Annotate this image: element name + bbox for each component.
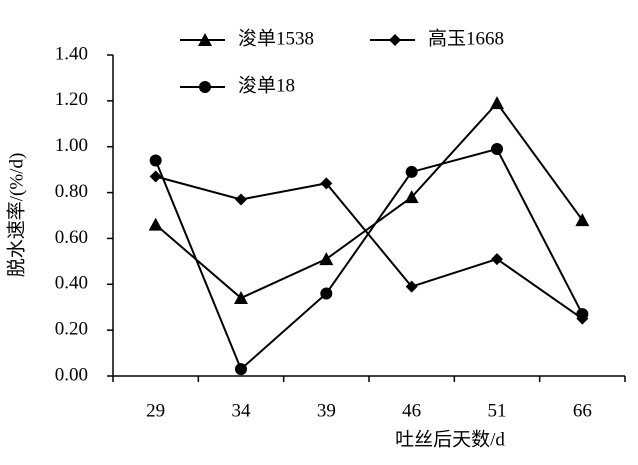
marker bbox=[575, 213, 590, 227]
y-tick-label: 0.00 bbox=[55, 364, 88, 385]
marker bbox=[491, 253, 503, 266]
marker bbox=[198, 33, 212, 46]
marker bbox=[148, 217, 163, 231]
marker bbox=[491, 143, 503, 156]
series-line bbox=[155, 175, 583, 320]
marker bbox=[320, 287, 333, 300]
marker bbox=[576, 308, 589, 321]
marker bbox=[404, 190, 419, 204]
x-tick-label: 51 bbox=[488, 400, 507, 421]
marker bbox=[320, 177, 333, 190]
y-tick-label: 1.20 bbox=[55, 89, 88, 110]
marker bbox=[389, 34, 401, 46]
marker bbox=[234, 291, 248, 305]
marker bbox=[199, 81, 211, 93]
marker bbox=[149, 154, 162, 167]
series-line bbox=[154, 147, 584, 371]
x-tick-label: 34 bbox=[232, 400, 252, 421]
marker bbox=[319, 252, 334, 266]
legend-label: 高玉1668 bbox=[428, 27, 504, 49]
y-tick-label: 0.20 bbox=[55, 319, 88, 340]
marker bbox=[405, 280, 418, 293]
x-axis-label: 吐丝后天数/d bbox=[395, 428, 505, 450]
legend-label: 浚单1538 bbox=[238, 27, 314, 49]
marker bbox=[490, 96, 504, 110]
y-tick-label: 0.80 bbox=[55, 181, 88, 202]
x-tick-label: 39 bbox=[317, 400, 336, 421]
y-tick-label: 1.40 bbox=[55, 43, 88, 64]
series-line bbox=[155, 101, 584, 300]
marker bbox=[149, 170, 162, 183]
y-tick-label: 0.60 bbox=[55, 227, 88, 248]
x-tick-label: 46 bbox=[402, 400, 421, 421]
marker bbox=[235, 193, 247, 206]
x-tick-label: 66 bbox=[573, 400, 592, 421]
y-tick-label: 1.00 bbox=[55, 135, 88, 156]
x-tick-label: 29 bbox=[146, 400, 165, 421]
y-tick-label: 0.40 bbox=[55, 273, 88, 294]
marker bbox=[405, 165, 418, 178]
legend-label: 浚单18 bbox=[238, 74, 295, 96]
marker bbox=[235, 363, 247, 376]
y-axis-label: 脱水速率/(%/d) bbox=[5, 153, 27, 278]
